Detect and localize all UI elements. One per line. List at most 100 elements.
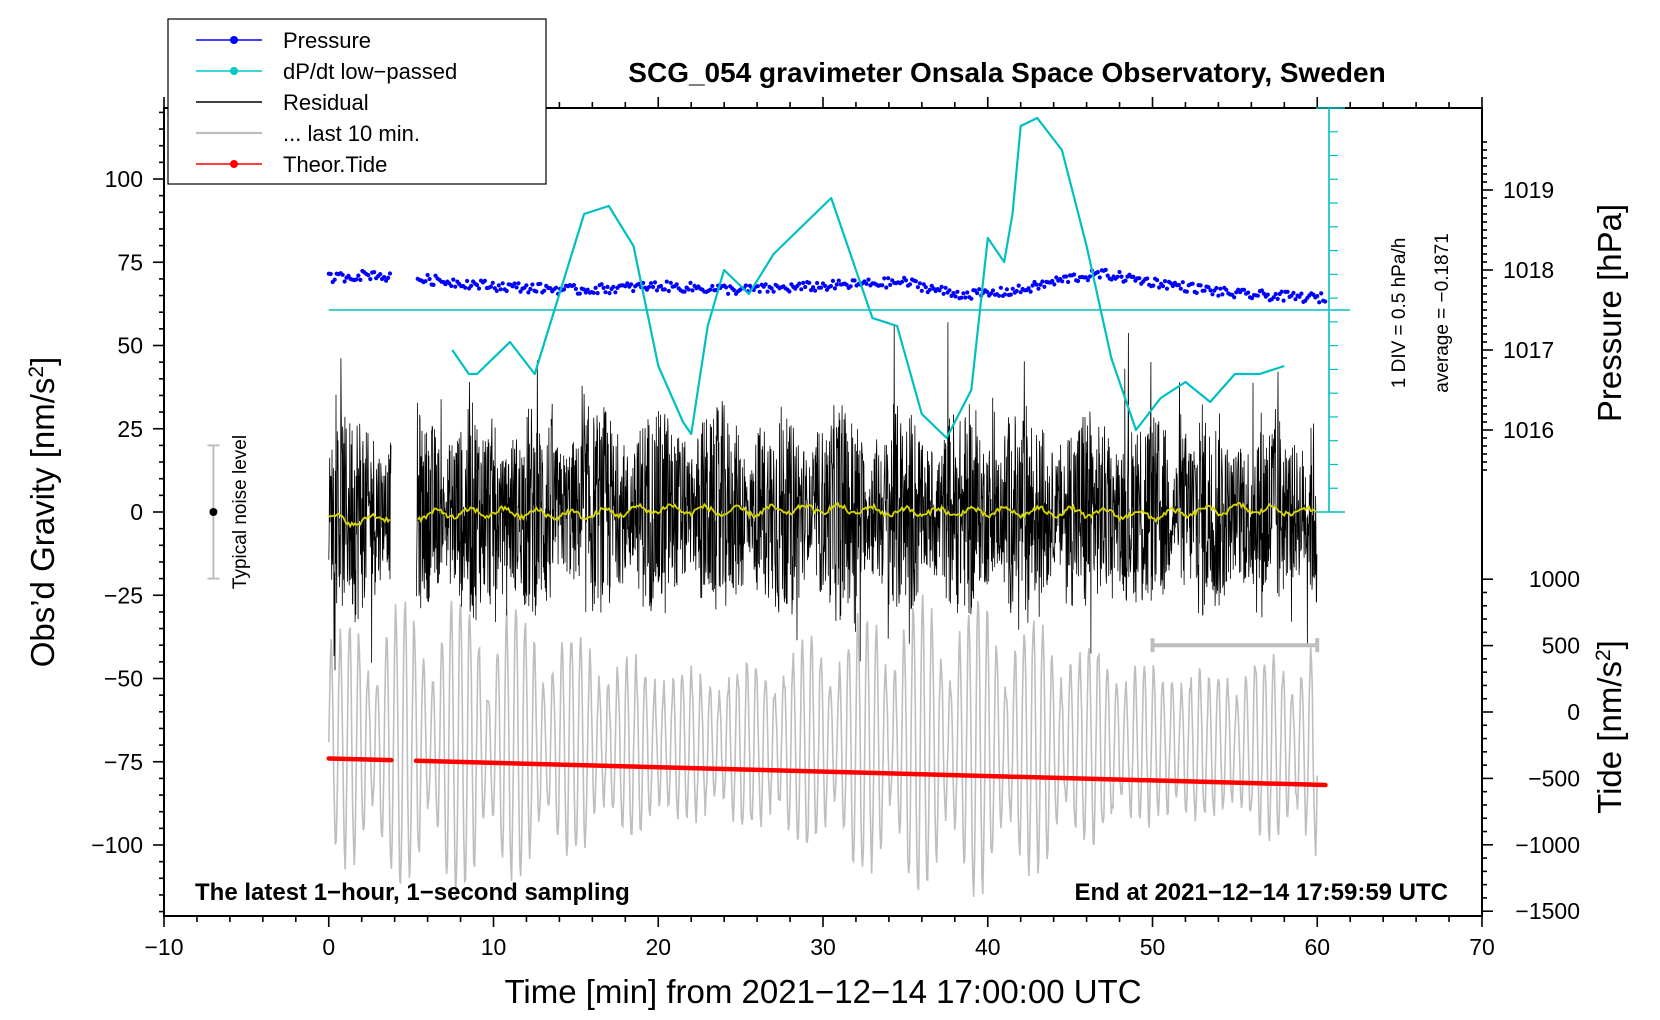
pressure-point — [1054, 275, 1059, 280]
pressure-point — [1293, 297, 1298, 302]
pressure-point — [528, 286, 533, 292]
pressure-point — [1184, 289, 1189, 294]
pressure-point — [469, 283, 474, 288]
pressure-point — [852, 278, 857, 283]
pressure-point — [977, 287, 982, 292]
pressure-point — [818, 285, 824, 290]
pressure-point — [1176, 282, 1181, 288]
pressure-point — [607, 291, 612, 296]
pressure-point — [387, 271, 393, 276]
pressure-point — [965, 290, 970, 295]
pressure-point — [1151, 283, 1156, 288]
pressure-point — [1002, 292, 1008, 297]
pressure-point — [1162, 279, 1168, 284]
pressure-point — [882, 276, 887, 281]
x-tick-label: 60 — [1304, 934, 1330, 960]
pressure-point — [1261, 291, 1266, 296]
pressure-point — [1016, 283, 1021, 288]
residual-smoothed-series — [328, 501, 1317, 529]
pressure-point — [368, 277, 373, 282]
x-tick-label: 10 — [481, 934, 507, 960]
pressure-point — [1095, 270, 1100, 275]
pressure-point — [686, 287, 691, 292]
pressure-point — [1119, 274, 1124, 279]
pressure-point — [1259, 288, 1264, 293]
pressure-point — [378, 272, 383, 277]
legend: Pressure dP/dt low−passed Residual ... last… — [167, 18, 547, 185]
pressure-point — [611, 284, 616, 289]
pressure-point — [724, 285, 729, 290]
pressure-point — [542, 288, 547, 293]
pressure-point — [490, 280, 495, 285]
dpdt-line — [451, 116, 1285, 440]
pressure-point — [710, 283, 715, 289]
pressure-point — [524, 283, 529, 288]
pressure-point — [530, 282, 535, 287]
pressure-point — [648, 281, 654, 286]
last10-series — [328, 594, 1318, 899]
pressure-point — [1008, 292, 1013, 297]
pressure-point — [534, 289, 539, 294]
pressure-point — [662, 287, 667, 292]
pressure-point — [769, 286, 774, 291]
pressure-point — [1004, 287, 1010, 292]
x-tick-label: 70 — [1469, 934, 1495, 960]
pressure-point — [1160, 284, 1166, 289]
legend-label: dP/dt low−passed — [283, 59, 457, 84]
pressure-point — [1040, 279, 1045, 284]
gravity-axis-label-sup: 2 — [25, 366, 48, 378]
pressure-point — [708, 287, 713, 292]
pressure-point — [1164, 286, 1170, 291]
tide-tick-label: −1500 — [1515, 898, 1580, 924]
pressure-point — [1255, 293, 1260, 298]
tide-axis-label-sup: 2 — [1592, 649, 1615, 661]
pressure-point — [372, 270, 377, 275]
pressure-point — [951, 291, 956, 296]
x-tick-label: 40 — [975, 934, 1001, 960]
pressure-point — [1315, 294, 1320, 299]
pressure-point — [425, 272, 430, 278]
pressure-point — [1087, 274, 1092, 279]
pressure-point — [822, 283, 828, 288]
pressure-point — [1028, 289, 1033, 294]
pressure-point — [757, 289, 762, 294]
pressure-point — [1018, 290, 1023, 295]
pressure-point — [601, 285, 606, 290]
pressure-point — [328, 271, 333, 277]
tide-axis-label-end: ] — [1591, 640, 1628, 649]
legend-label: ... last 10 min. — [283, 121, 420, 146]
pressure-axis-label: Pressure [hPa] — [1591, 204, 1628, 422]
gravity-tick-label: −50 — [104, 666, 143, 692]
pressure-point — [1036, 286, 1041, 291]
pressure-point — [755, 284, 760, 289]
pressure-point — [1115, 274, 1120, 279]
pressure-point — [1038, 282, 1043, 287]
pressure-point — [1131, 274, 1136, 279]
pressure-point — [332, 277, 337, 282]
residual-series — [328, 322, 1318, 671]
pressure-point — [631, 288, 636, 294]
pressure-point — [1178, 286, 1183, 291]
gravity-tick-label: −100 — [91, 832, 143, 858]
gravity-axis-label: Obs’d Gravity [nm/s2] — [24, 357, 61, 668]
pressure-point — [465, 278, 470, 284]
pressure-point — [771, 289, 776, 294]
pressure-point — [1246, 290, 1251, 295]
pressure-point — [494, 288, 499, 293]
pressure-point — [449, 283, 454, 289]
pressure-point — [1170, 283, 1175, 289]
gravity-tick-label: 100 — [105, 166, 143, 192]
x-tick-label: 20 — [645, 934, 671, 960]
noise-level-bar — [207, 444, 220, 580]
pressure-point — [427, 276, 432, 282]
pressure-point — [585, 287, 590, 292]
pressure-point — [1273, 291, 1278, 297]
pressure-point — [674, 282, 679, 287]
pressure-point — [884, 285, 889, 290]
pressure-point — [514, 285, 519, 290]
theor-tide-line — [326, 756, 394, 763]
pressure-point — [959, 295, 964, 300]
pressure-point — [646, 284, 652, 290]
pressure-point — [1242, 287, 1247, 292]
